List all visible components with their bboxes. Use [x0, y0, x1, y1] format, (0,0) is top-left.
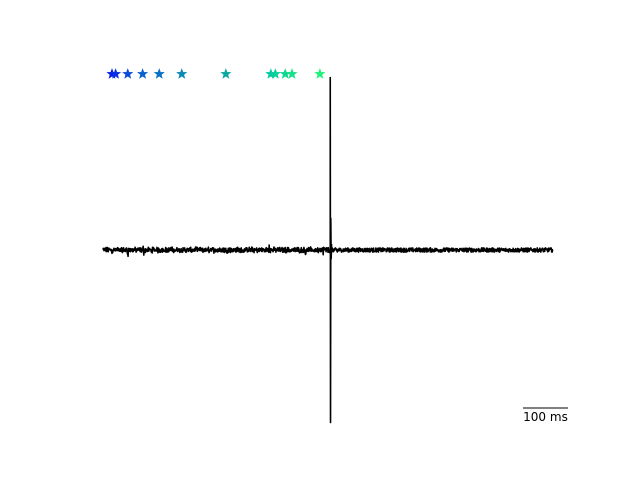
star-marker-3 [122, 68, 134, 79]
marker-group [106, 68, 326, 79]
scale-bar: 100 ms [523, 407, 568, 424]
star-marker-9 [269, 68, 281, 79]
star-marker-5 [153, 68, 165, 79]
trace-group [102, 76, 554, 424]
star-marker-4 [137, 68, 149, 79]
scale-bar-label: 100 ms [523, 410, 568, 424]
star-marker-2 [110, 68, 122, 79]
star-marker-7 [220, 68, 232, 79]
trace-line [102, 76, 554, 424]
star-marker-11 [286, 68, 298, 79]
star-marker-12 [314, 68, 326, 79]
star-marker-6 [176, 68, 188, 79]
